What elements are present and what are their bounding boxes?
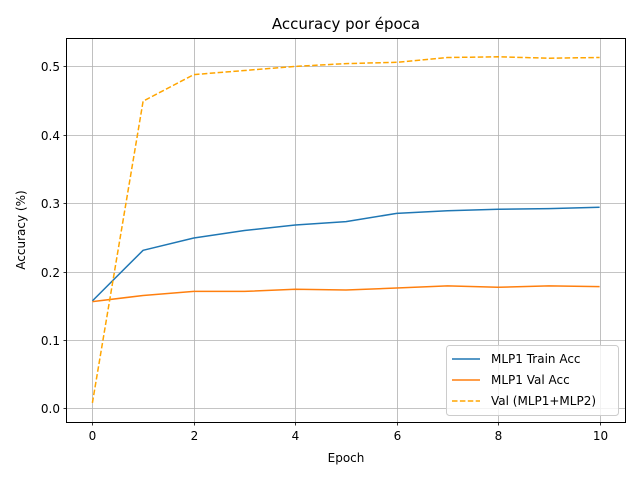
grid	[67, 39, 625, 422]
series-lines	[91, 56, 600, 404]
x-tick-label: 2	[191, 429, 199, 443]
y-tick-label: 0.3	[41, 197, 60, 211]
legend-box	[446, 345, 619, 416]
y-tick-label: 0.5	[41, 60, 60, 74]
x-axis-label: Epoch	[328, 451, 365, 465]
y-tick-label: 0.1	[41, 334, 60, 348]
legend-label-combined: Val (MLP1+MLP2)	[491, 394, 596, 408]
y-tick-label: 0.0	[41, 402, 60, 416]
series-line-0	[91, 206, 600, 302]
x-tick-label: 6	[394, 429, 402, 443]
x-tick-label: 0	[89, 429, 97, 443]
plot-frame	[66, 38, 626, 423]
legend-label-val: MLP1 Val Acc	[491, 373, 570, 387]
series-line-2	[91, 56, 600, 404]
x-tick-label: 4	[292, 429, 300, 443]
y-ticks: 0.0 0.1 0.2 0.3 0.4 0.5	[41, 60, 67, 416]
y-tick-label: 0.4	[41, 129, 60, 143]
y-tick-label: 0.2	[41, 266, 60, 280]
series-line-1	[92, 285, 600, 303]
x-tick-label: 10	[593, 429, 608, 443]
chart-title: Accuracy por época	[272, 15, 420, 33]
legend: MLP1 Train Acc MLP1 Val Acc Val (MLP1+ML…	[446, 345, 619, 416]
legend-label-train: MLP1 Train Acc	[491, 352, 581, 366]
x-ticks: 0 2 4 6 8 10	[89, 422, 608, 443]
y-axis-label: Accuracy (%)	[14, 190, 28, 269]
x-tick-label: 8	[495, 429, 503, 443]
